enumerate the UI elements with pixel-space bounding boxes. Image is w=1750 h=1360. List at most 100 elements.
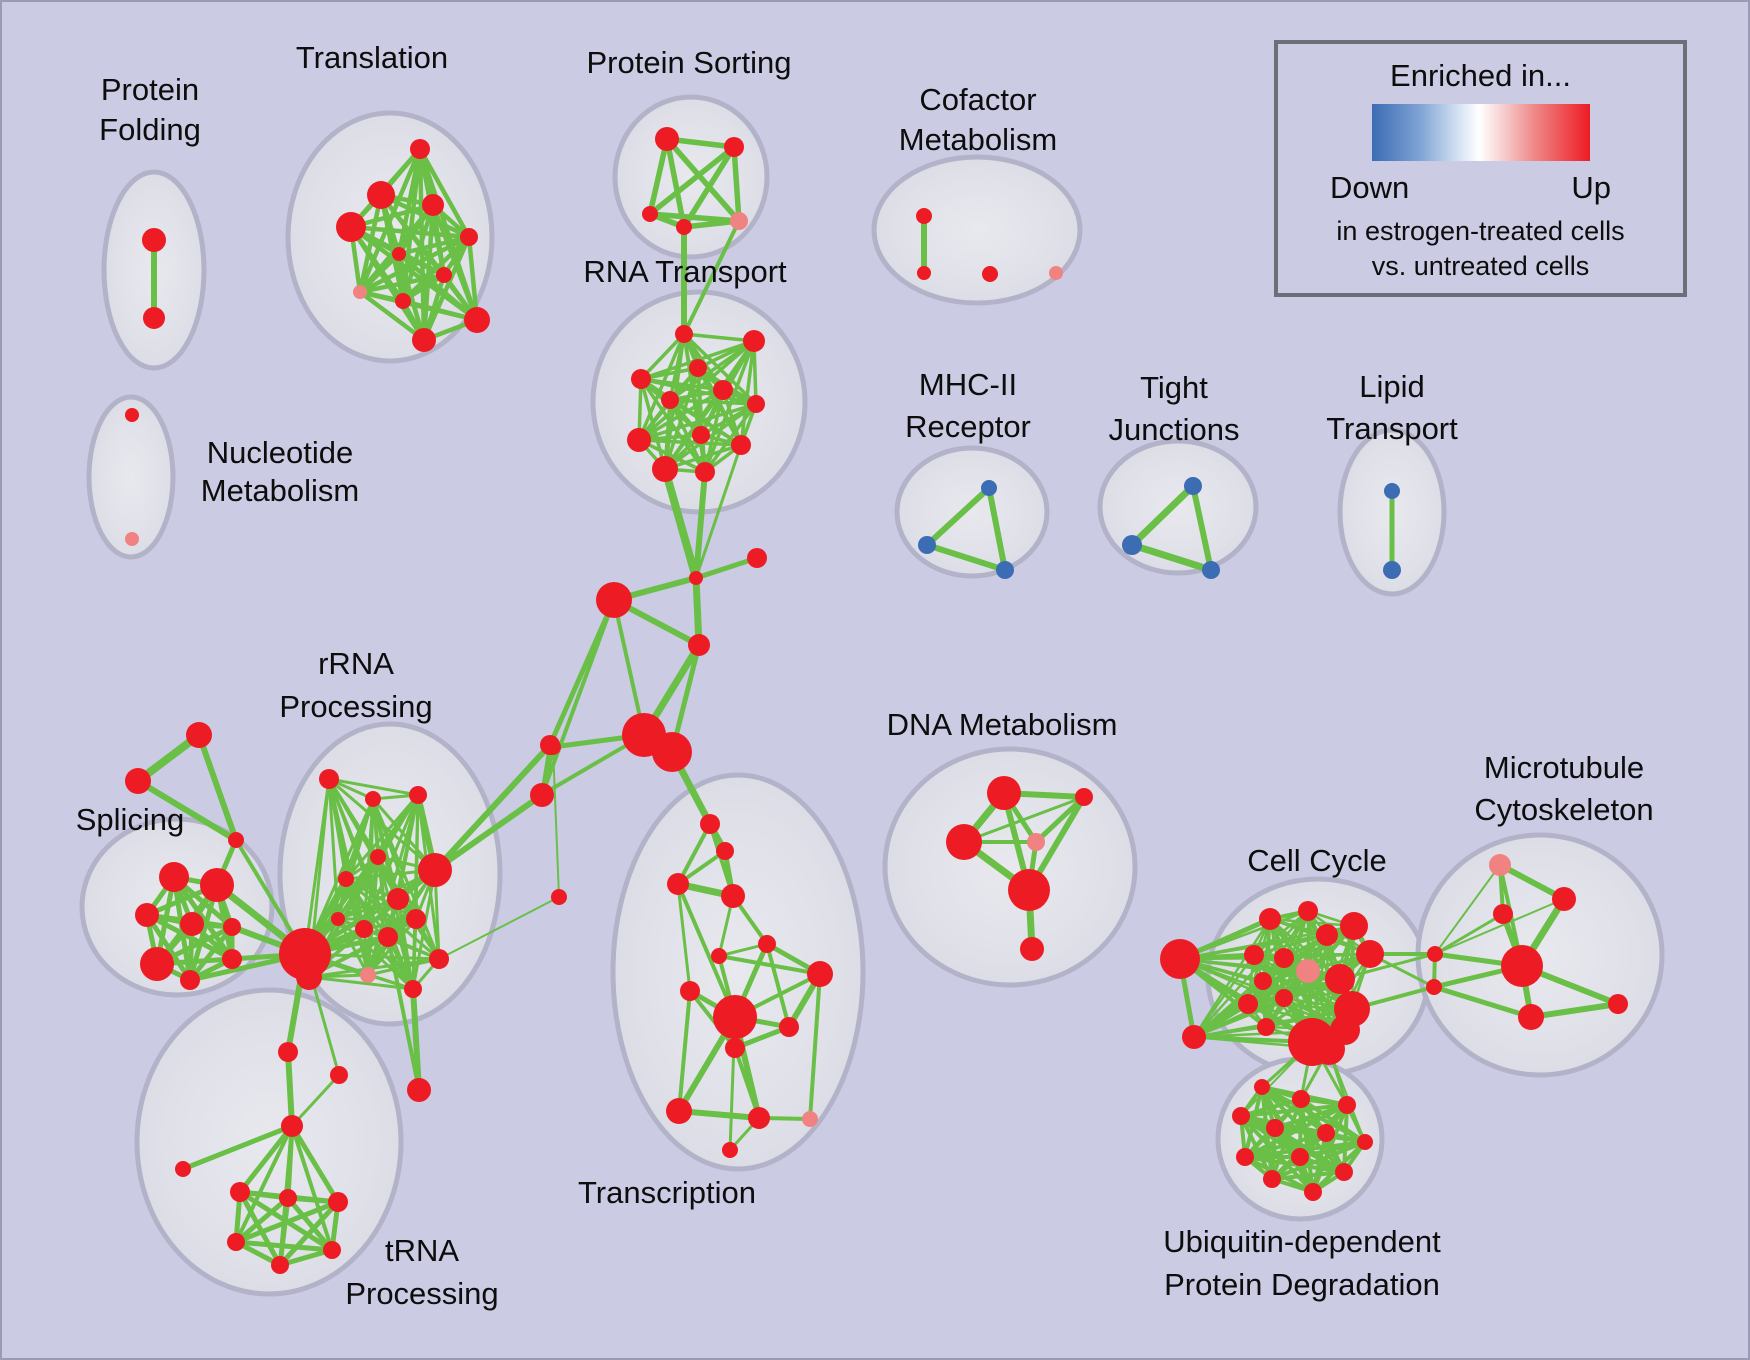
transcription-node (807, 961, 833, 987)
microtubule-cytoskeleton-edge (1528, 1001, 1621, 1020)
dna-metabolism-node (1027, 833, 1045, 851)
transcription-edge (733, 1046, 761, 1120)
transcription-edge (708, 822, 735, 898)
cofactor-metabolism-label: Cofactor (919, 82, 1036, 117)
bridge-node (551, 889, 567, 905)
microtubule-cytoskeleton-node (1501, 945, 1543, 987)
bridge-edge (135, 778, 239, 843)
microtubule-cytoskeleton-label: Cytoskeleton (1474, 792, 1653, 827)
microtubule-cytoskeleton-node (1608, 994, 1628, 1014)
rna-transport-edge (637, 402, 758, 442)
transcription-node (680, 981, 700, 1001)
translation-node (436, 267, 452, 283)
protein-sorting-node (655, 127, 679, 151)
bridge-node (281, 1115, 303, 1137)
rna-transport-node (661, 391, 679, 409)
rna-transport-node (689, 359, 707, 377)
splicing-node (180, 912, 204, 936)
ubiquitin-dependent-protein-degradation-edge (1270, 1140, 1367, 1181)
rna-transport-edge (739, 339, 756, 447)
ubiquitin-dependent-protein-degradation-node (1263, 1170, 1281, 1188)
ubiquitin-dependent-protein-degradation-edge (1243, 1155, 1346, 1174)
tight-junctions-label: Junctions (1109, 412, 1240, 447)
cell-cycle-node (1325, 964, 1355, 994)
bridge-edge (552, 746, 560, 898)
splicing-edge (187, 924, 235, 983)
ubiquitin-dependent-protein-degradation-node (1304, 1183, 1322, 1201)
legend-subtitle-line2: vs. untreated cells (1371, 251, 1590, 281)
ubiquitin-dependent-protein-degradation-label: Protein Degradation (1164, 1267, 1440, 1302)
rrna-processing-edge (336, 917, 370, 977)
cofactor-metabolism-node (982, 266, 998, 282)
rrna-processing-node (370, 849, 386, 865)
translation-edge (466, 234, 480, 323)
bridge-edge (290, 1073, 341, 1128)
nucleotide-metabolism-node (125, 532, 139, 546)
microtubule-cytoskeleton-node (1427, 946, 1443, 962)
protein-sorting-edge (664, 136, 687, 230)
ubiquitin-dependent-protein-degradation-label: Ubiquitin-dependent (1163, 1224, 1441, 1259)
bridge-edge (237, 1123, 295, 1195)
transcription-edge (676, 882, 737, 1019)
bridge-node (278, 1042, 298, 1062)
transcription-edge (808, 972, 822, 1121)
dna-metabolism-node (1020, 937, 1044, 961)
rrna-processing-node (331, 912, 345, 926)
translation-node (367, 181, 395, 209)
ubiquitin-dependent-protein-degradation-edge (1239, 1103, 1349, 1118)
rna-transport-label: RNA Transport (583, 254, 787, 289)
legend-up-label: Up (1571, 170, 1611, 205)
trna-processing-edge (233, 1199, 341, 1245)
translation-edge (400, 272, 447, 304)
translation-node (422, 194, 444, 216)
rna-transport-node (692, 426, 710, 444)
rna-transport-edge (639, 377, 707, 474)
cofactor-metabolism-node (1049, 266, 1063, 280)
cell-cycle-node (1254, 972, 1272, 990)
rna-transport-edge (637, 438, 707, 474)
nodes-layer (125, 127, 1628, 1274)
protein-sorting-edge (681, 218, 742, 230)
bridge-edge (290, 1124, 334, 1252)
microtubule-cytoskeleton-node (1518, 1004, 1544, 1030)
tight-junctions-node (1122, 535, 1142, 555)
dna-metabolism-node (1075, 788, 1093, 806)
translation-node (464, 307, 490, 333)
cell-cycle-label: Cell Cycle (1247, 843, 1387, 878)
ubiquitin-dependent-protein-degradation-node (1317, 1124, 1335, 1142)
cell-cycle-node (1298, 901, 1318, 921)
ubiquitin-dependent-protein-degradation-node (1335, 1163, 1353, 1181)
microtubule-cytoskeleton-label: Microtubule (1484, 750, 1644, 785)
ubiquitin-dependent-protein-degradation-edge (1243, 1140, 1367, 1159)
rrna-processing-node (418, 853, 452, 887)
transcription-node (748, 1107, 770, 1129)
cell-cycle-node (1340, 912, 1368, 940)
protein-folding-label: Protein (101, 72, 199, 107)
splicing-node (200, 868, 234, 902)
bridge-edge (612, 598, 646, 737)
cell-cycle-node (1257, 1018, 1275, 1036)
rrna-processing-node (296, 964, 322, 990)
rrna-processing-node (365, 791, 381, 807)
protein-folding-node (143, 307, 165, 329)
trna-processing-edge (233, 1195, 291, 1245)
bridge-edge (694, 443, 743, 580)
rna-transport-edge (637, 332, 686, 442)
translation-node (392, 247, 406, 261)
cell-cycle-node (1259, 908, 1281, 930)
dna-metabolism-node (1008, 869, 1050, 911)
translation-node (353, 285, 367, 299)
translation-node (412, 328, 436, 352)
lipid-transport-node (1384, 483, 1400, 499)
lipid-transport-label: Lipid (1359, 369, 1425, 404)
microtubule-cytoskeleton-edge (1497, 862, 1567, 902)
cell-cycle-edge (1252, 924, 1356, 957)
bridge-edge (432, 792, 545, 873)
rrna-processing-node (406, 909, 426, 929)
bridge-edge (693, 555, 760, 581)
rrna-processing-edge (411, 868, 437, 991)
cell-cycle-edge (1282, 952, 1372, 960)
rrna-processing-edge (344, 793, 420, 881)
trna-processing-node (271, 1256, 289, 1274)
